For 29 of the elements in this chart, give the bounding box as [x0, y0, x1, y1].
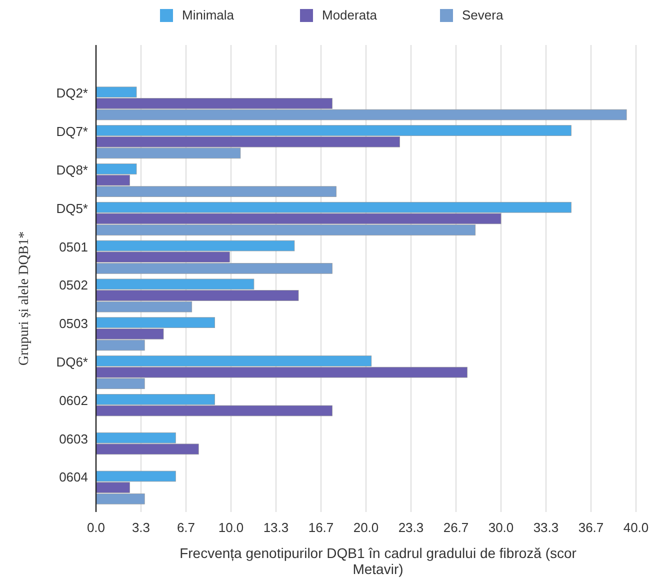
legend-label: Minimala	[182, 7, 235, 22]
x-tick-label: 16.7	[308, 520, 334, 535]
x-tick-label: 30.0	[488, 520, 514, 535]
y-tick-label: 0604	[59, 470, 88, 485]
x-tick-label: 10.0	[218, 520, 244, 535]
y-tick-label: DQ6*	[56, 354, 88, 370]
y-tick-label: 0503	[59, 316, 88, 332]
legend-label: Moderata	[322, 7, 378, 22]
x-tick-label: 33.3	[533, 520, 559, 535]
y-axis-title: Grupuri și alele DQB1*	[17, 231, 32, 366]
y-tick-label: DQ5*	[56, 200, 88, 216]
y-tick-label: DQ2*	[56, 86, 88, 101]
y-tick-label: 0501	[59, 239, 88, 254]
x-tick-label: 0.0	[86, 520, 106, 535]
x-tick-label: 36.7	[578, 520, 604, 535]
y-tick-label: 0502	[59, 278, 88, 293]
x-tick-label: 6.7	[176, 520, 196, 535]
y-tick-label: DQ8*	[56, 162, 88, 178]
x-axis-title: Frecvența genotipurilor DQB1 în cadrul gradului de fibroză (scor Metavir)	[180, 545, 577, 577]
x-tick-label: 23.3	[398, 520, 424, 535]
x-tick-label: 26.7	[443, 520, 469, 535]
y-tick-label: 0602	[59, 392, 88, 408]
x-tick-label: 40.0	[623, 520, 649, 535]
x-tick-label: 13.3	[263, 520, 289, 535]
y-tick-label: 0603	[59, 431, 88, 446]
x-tick-label: 20.0	[353, 520, 379, 535]
x-tick-label: 3.3	[132, 520, 150, 535]
legend-label: Severa	[462, 7, 504, 22]
y-tick-label: DQ7*	[56, 124, 88, 140]
